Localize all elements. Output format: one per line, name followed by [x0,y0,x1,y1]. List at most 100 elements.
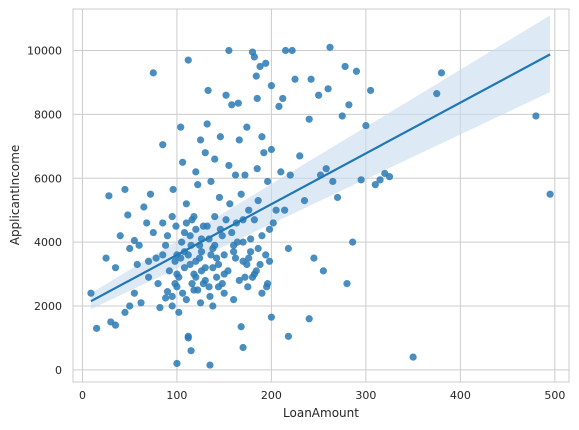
data-point [124,211,132,219]
data-point [144,257,153,265]
data-point [345,101,353,109]
data-point [234,99,242,107]
data-point [253,165,261,173]
data-point [228,228,236,237]
data-point [546,190,554,198]
data-point [154,280,162,288]
x-tick-label: 300 [355,389,376,402]
data-point [376,176,384,184]
x-tick-label: 500 [544,389,565,402]
data-point [144,273,153,281]
data-point [111,264,120,272]
data-point [211,212,219,221]
data-point [329,177,337,186]
data-point [272,206,280,214]
data-point [239,238,247,246]
data-point [133,260,141,269]
data-point [192,168,200,176]
data-point [206,361,214,369]
data-point [206,292,214,301]
data-point [241,171,249,179]
data-point [247,248,255,256]
data-point [211,155,219,163]
data-point [433,90,441,98]
data-point [192,225,200,233]
data-point [275,102,283,111]
data-point [194,181,202,189]
data-point [135,241,143,249]
data-point [258,232,266,240]
data-point [281,46,290,55]
data-point [231,171,240,179]
data-point [214,260,223,269]
data-point [218,280,226,288]
data-point [177,123,185,131]
data-point [140,203,148,211]
regression-line [90,53,551,303]
data-point [237,190,245,198]
data-point [184,251,192,259]
data-point [333,193,342,202]
data-point [367,86,375,95]
y-tick-label: 6000 [34,172,62,185]
data-point [116,232,124,240]
data-point [262,251,270,259]
data-point [315,91,323,99]
data-point [291,75,299,83]
data-point [192,257,200,265]
data-point [284,244,293,253]
data-point [226,200,234,208]
data-point [267,313,275,321]
data-point [187,347,195,355]
data-point [197,267,206,275]
data-point [186,260,194,269]
data-point [286,171,294,179]
y-axis-label: ApplicantIncome [8,145,22,246]
data-point [319,267,327,275]
data-point [105,192,113,200]
x-tick-label: 400 [450,389,471,402]
data-point [256,62,264,71]
data-point [241,273,249,281]
data-point [130,289,139,297]
x-tick-label: 200 [261,389,282,402]
data-point [213,254,221,262]
data-point [362,121,370,130]
data-point [171,257,179,265]
data-point [149,69,157,77]
data-point [265,257,274,265]
data-point [281,206,289,214]
data-point [254,244,262,253]
data-point [300,197,309,205]
data-point [305,115,313,123]
data-point [216,133,224,141]
data-point [230,248,238,256]
data-point [165,267,173,275]
data-point [233,238,241,246]
x-tick-label: 100 [166,389,187,402]
data-point [126,244,134,253]
regression-line-layer [90,53,551,303]
data-point [225,46,233,55]
data-point [267,145,275,154]
data-point [93,324,101,332]
data-point [197,248,206,256]
data-point [182,219,190,227]
data-point [256,260,264,269]
data-point [252,72,260,80]
data-point [184,334,192,342]
data-points-layer [87,43,554,369]
y-tick-label: 10000 [27,45,62,58]
data-point [111,321,120,329]
y-tick-label: 8000 [34,108,62,121]
data-point [352,67,361,75]
data-point [194,286,202,294]
data-point [343,280,351,288]
data-point [239,343,247,352]
data-point [218,232,226,240]
data-point [247,235,255,243]
data-point [207,251,215,259]
data-point [199,222,207,230]
data-point [349,238,357,246]
data-point [168,212,176,221]
